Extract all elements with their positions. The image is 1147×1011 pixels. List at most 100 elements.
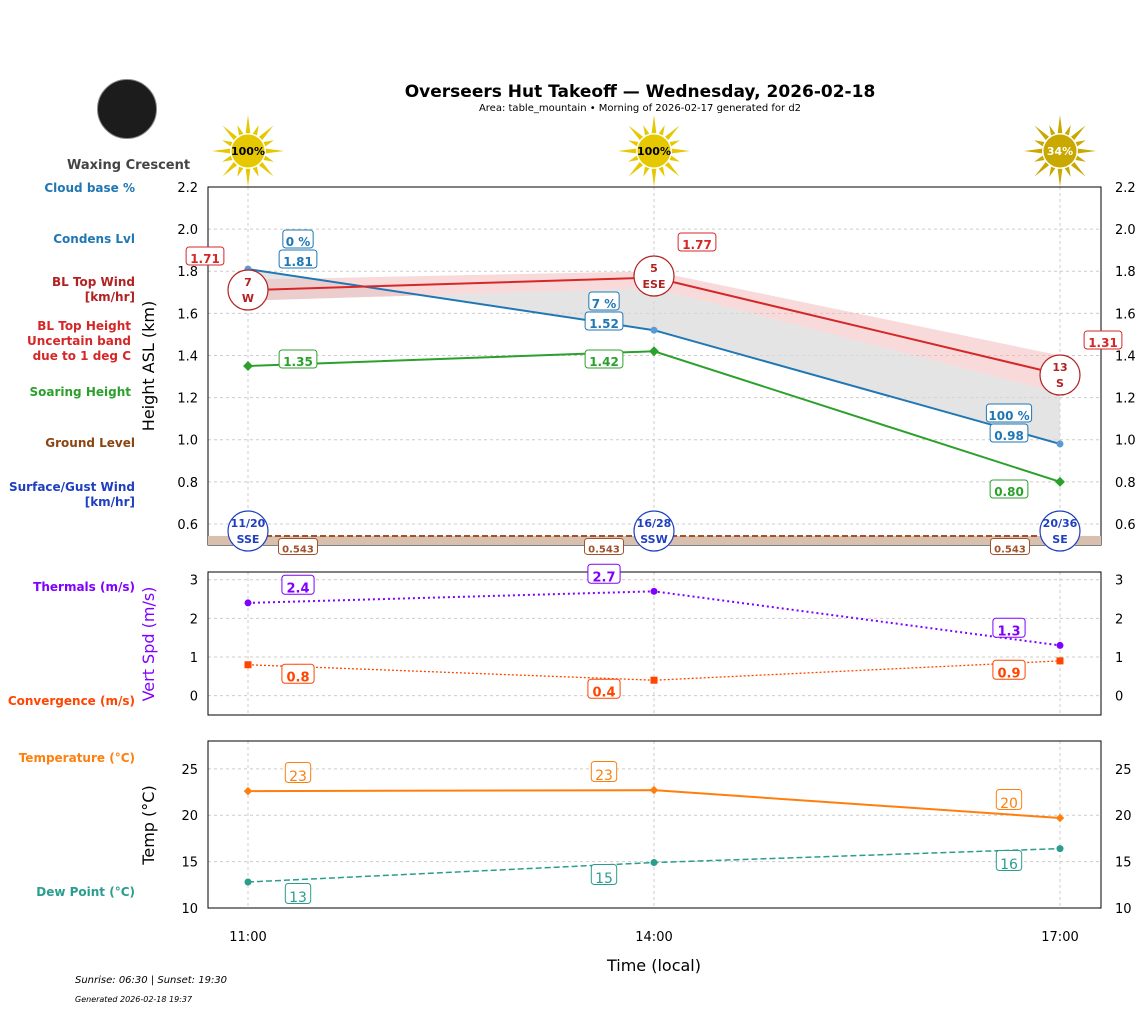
plot-frame — [207, 740, 1102, 909]
surface-wind-circle — [227, 510, 269, 552]
bl-wind-speed: 5 — [650, 262, 658, 275]
label-cloud-base: Cloud base % — [44, 181, 135, 195]
temperature-label-box — [590, 761, 618, 782]
bl-top-label-box — [677, 232, 717, 252]
surface-wind-circle — [633, 510, 675, 552]
label-convergence: Convergence (m/s) — [7, 694, 135, 708]
y-tick-label-right: 1.4 — [1115, 349, 1136, 364]
condens-point — [650, 326, 658, 334]
y-tick-label: 0.8 — [177, 476, 198, 491]
convergence-point — [650, 676, 658, 684]
surface-wind-direction: SSW — [640, 533, 667, 546]
dew-point-label-box — [590, 864, 618, 885]
label-thermals: Thermals (m/s) — [33, 580, 135, 594]
soaring-label-box — [584, 349, 624, 369]
bl-top-label: 1.77 — [682, 238, 712, 252]
thermals-point — [650, 587, 658, 595]
thermals-label: 2.7 — [592, 571, 615, 586]
x-tick-label: 17:00 — [1041, 930, 1078, 945]
thermals-point — [244, 599, 252, 607]
y-tick-label-right: 3 — [1115, 574, 1123, 589]
y-tick-label: 1 — [190, 651, 198, 666]
soaring-point — [1055, 476, 1065, 487]
sun-percent: 34% — [1047, 145, 1073, 158]
dew-point-label: 13 — [289, 890, 307, 906]
bl-wind-circle — [1039, 354, 1081, 396]
sun-icon — [618, 115, 690, 187]
y-axis-title: Vert Spd (m/s) — [139, 587, 158, 702]
soaring-label: 0.80 — [994, 485, 1024, 499]
convergence-line — [247, 660, 1061, 681]
label-bl-height: BL Top Height Uncertain band due to 1 de… — [27, 319, 131, 363]
ground-label-box — [990, 537, 1030, 555]
sun-percent: 100% — [231, 145, 265, 158]
y-tick-label-right: 0.6 — [1115, 518, 1136, 533]
y-tick-label: 1.0 — [177, 434, 198, 449]
x-tick-label: 14:00 — [635, 930, 672, 945]
label-temperature: Temperature (°C) — [18, 751, 135, 765]
x-tick-label: 11:00 — [229, 930, 266, 945]
thermals-label: 2.4 — [286, 582, 309, 597]
ground-label-box — [584, 537, 624, 555]
label-soaring: Soaring Height — [29, 385, 132, 399]
dew-point-label-box — [284, 883, 312, 904]
condens-label-box — [278, 249, 318, 269]
temperature-point — [1055, 813, 1065, 823]
cloud-base-label: 100 % — [988, 409, 1029, 423]
ground-label-box — [278, 537, 318, 555]
convergence-point — [1056, 657, 1064, 665]
y-tick-label-right: 1 — [1115, 651, 1123, 666]
y-tick-label-right: 1.0 — [1115, 434, 1136, 449]
dew-point-point — [650, 859, 658, 867]
bl-wind-direction: W — [242, 292, 254, 305]
x-axis-title: Time (local) — [606, 956, 701, 975]
ground-label: 0.543 — [282, 544, 314, 555]
condens-label-box — [989, 423, 1029, 443]
convergence-label: 0.4 — [592, 686, 615, 701]
label-surface-wind: Surface/Gust Wind [km/hr] — [9, 480, 135, 509]
y-tick-label: 1.4 — [177, 349, 198, 364]
bl-top-label-box — [1083, 330, 1123, 350]
condens-point — [1056, 440, 1064, 448]
y-tick-label: 20 — [181, 809, 198, 824]
dew-point-label-box — [995, 850, 1023, 871]
thermals-label-box — [992, 617, 1026, 638]
bl-wind-speed: 7 — [244, 276, 252, 289]
cloud-base-label: 7 % — [592, 297, 617, 311]
condens-label: 1.52 — [589, 317, 619, 331]
dew-point-point — [1056, 845, 1064, 853]
y-tick-label-right: 0 — [1115, 690, 1123, 705]
surface-wind-circle — [1039, 510, 1081, 552]
y-tick-label-right: 0.8 — [1115, 476, 1136, 491]
temperature-label-box — [995, 789, 1023, 810]
y-tick-label: 1.6 — [177, 307, 198, 322]
temperature-label: 23 — [595, 768, 613, 784]
thermals-label-box — [281, 574, 315, 595]
page-title: Overseers Hut Takeoff — Wednesday, 2026-… — [404, 82, 876, 102]
soaring-point — [649, 346, 659, 357]
y-tick-label: 1.2 — [177, 392, 198, 407]
cloud-base-label: 0 % — [286, 235, 311, 249]
soaring-label: 1.42 — [589, 355, 619, 369]
sun-disc — [636, 133, 672, 169]
cloud-base-label-box — [282, 229, 314, 249]
y-tick-label: 3 — [190, 574, 198, 589]
bl-wind-circle — [227, 269, 269, 311]
bl-top-label: 1.71 — [190, 252, 220, 266]
bl-top-label-box — [185, 246, 225, 266]
y-tick-label: 0 — [190, 690, 198, 705]
soaring-label-box — [989, 479, 1029, 499]
y-tick-label-right: 1.6 — [1115, 307, 1136, 322]
surface-wind-speed: 20/36 — [1043, 517, 1078, 530]
plot-frame — [207, 571, 1102, 716]
y-tick-label: 25 — [181, 763, 198, 778]
thermals-label: 1.3 — [997, 625, 1020, 640]
label-bl-wind: BL Top Wind [km/hr] — [51, 275, 135, 304]
y-tick-label: 2.2 — [177, 181, 198, 196]
y-tick-label-right: 20 — [1115, 809, 1132, 824]
surface-wind-direction: SSE — [237, 533, 260, 546]
y-tick-label-right: 1.2 — [1115, 392, 1136, 407]
convergence-label-box — [587, 678, 621, 699]
temperature-point — [243, 786, 253, 796]
ground-label: 0.543 — [588, 544, 620, 555]
